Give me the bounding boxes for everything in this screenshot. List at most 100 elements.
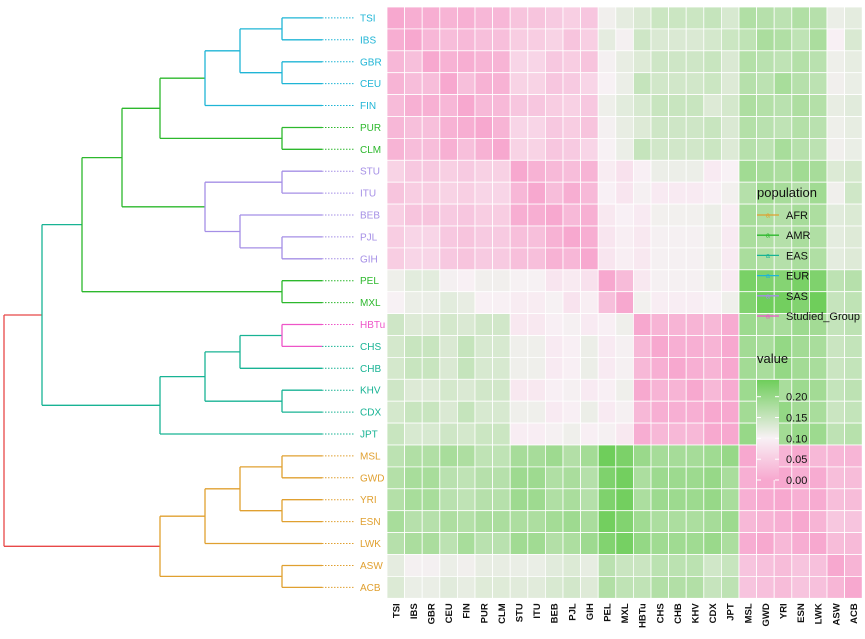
heat-cell xyxy=(474,400,494,424)
heat-cell xyxy=(580,181,599,205)
heat-cell xyxy=(545,94,564,117)
value-legend-title: value xyxy=(757,351,788,366)
heat-cell xyxy=(738,444,758,468)
heat-cell xyxy=(738,116,758,139)
column-tick-label: LWK xyxy=(814,603,825,624)
heat-cell xyxy=(615,203,634,227)
heat-cell xyxy=(439,159,458,183)
heat-cell xyxy=(844,554,863,577)
heat-cell xyxy=(509,116,529,139)
heat-cell xyxy=(633,50,652,74)
heat-cell xyxy=(809,159,828,183)
heat-cell xyxy=(633,554,652,577)
value-legend-label: 0.05 xyxy=(786,454,807,466)
heat-cell xyxy=(650,466,670,490)
heat-cell xyxy=(527,488,546,512)
heat-cell xyxy=(492,116,511,139)
heat-cell xyxy=(404,313,423,336)
heat-cell xyxy=(545,313,564,336)
heat-cell xyxy=(456,532,476,555)
heat-cell xyxy=(826,225,846,249)
heat-cell xyxy=(404,181,423,205)
heat-cell xyxy=(492,6,511,30)
heat-cell xyxy=(509,6,529,30)
heat-cell xyxy=(844,94,863,117)
heat-cell xyxy=(809,488,828,512)
heat-cell xyxy=(826,532,846,555)
heat-cell xyxy=(545,510,564,534)
heat-cell xyxy=(615,247,634,271)
heat-cell xyxy=(668,28,687,52)
heat-cell xyxy=(492,247,511,271)
heat-cell xyxy=(826,554,846,577)
heat-cell xyxy=(633,488,652,512)
heat-cell xyxy=(597,72,617,95)
heat-cell xyxy=(615,72,634,95)
heat-cell xyxy=(439,400,458,424)
heat-cell xyxy=(439,554,458,577)
heat-cell xyxy=(791,50,810,74)
heat-cell xyxy=(492,72,511,95)
heat-cell xyxy=(703,466,722,490)
heat-cell xyxy=(633,466,652,490)
column-tick-label: BEB xyxy=(550,603,561,623)
heat-cell xyxy=(527,247,546,271)
heat-cell xyxy=(597,6,617,30)
heat-cell xyxy=(844,203,863,227)
heat-cell xyxy=(809,116,828,139)
heat-cell xyxy=(721,116,740,139)
heat-cell xyxy=(633,159,652,183)
heat-cell xyxy=(456,116,476,139)
heat-cell xyxy=(615,488,634,512)
heat-cell xyxy=(421,181,441,205)
heat-cell xyxy=(580,444,599,468)
heat-cell xyxy=(456,269,476,293)
heat-cell xyxy=(509,532,529,555)
heat-cell xyxy=(685,488,705,512)
heat-cell xyxy=(492,400,511,424)
heat-cell xyxy=(386,378,406,402)
heat-cell xyxy=(738,94,758,117)
heat-cell xyxy=(474,576,494,599)
row-label: PEL xyxy=(360,276,379,287)
value-colorbar xyxy=(757,380,779,480)
heat-cell xyxy=(703,137,722,161)
heat-cell xyxy=(492,159,511,183)
heat-cell xyxy=(404,72,423,95)
heat-cell xyxy=(809,356,828,380)
heat-cell xyxy=(439,247,458,271)
heat-cell xyxy=(492,356,511,380)
heat-cell xyxy=(492,466,511,490)
heat-cell xyxy=(826,72,846,95)
heat-cell xyxy=(826,335,846,358)
heat-cell xyxy=(562,225,582,249)
heat-cell xyxy=(633,94,652,117)
heat-cell xyxy=(633,510,652,534)
column-tick-label: MXL xyxy=(620,603,631,623)
heat-cell xyxy=(650,313,670,336)
heat-cell xyxy=(703,269,722,293)
heat-cell xyxy=(791,510,810,534)
heat-cell xyxy=(615,28,634,52)
value-legend-label: 0.15 xyxy=(786,413,807,425)
heat-cell xyxy=(685,94,705,117)
heat-cell xyxy=(562,72,582,95)
heat-cell xyxy=(492,181,511,205)
heat-cell xyxy=(386,94,406,117)
column-tick-label: GIH xyxy=(585,603,596,620)
heat-cell xyxy=(668,247,687,271)
heat-cell xyxy=(791,6,810,30)
heat-cell xyxy=(386,28,406,52)
heat-cell xyxy=(597,510,617,534)
row-label: CDX xyxy=(360,408,381,419)
heat-cell xyxy=(545,291,564,315)
heat-cell xyxy=(826,576,846,599)
heat-cell xyxy=(633,313,652,336)
heat-cell xyxy=(421,225,441,249)
heat-cell xyxy=(580,554,599,577)
heat-cell xyxy=(844,444,863,468)
heat-cell xyxy=(580,356,599,380)
heat-cell xyxy=(826,116,846,139)
heat-cell xyxy=(474,422,494,446)
heat-cell xyxy=(668,94,687,117)
